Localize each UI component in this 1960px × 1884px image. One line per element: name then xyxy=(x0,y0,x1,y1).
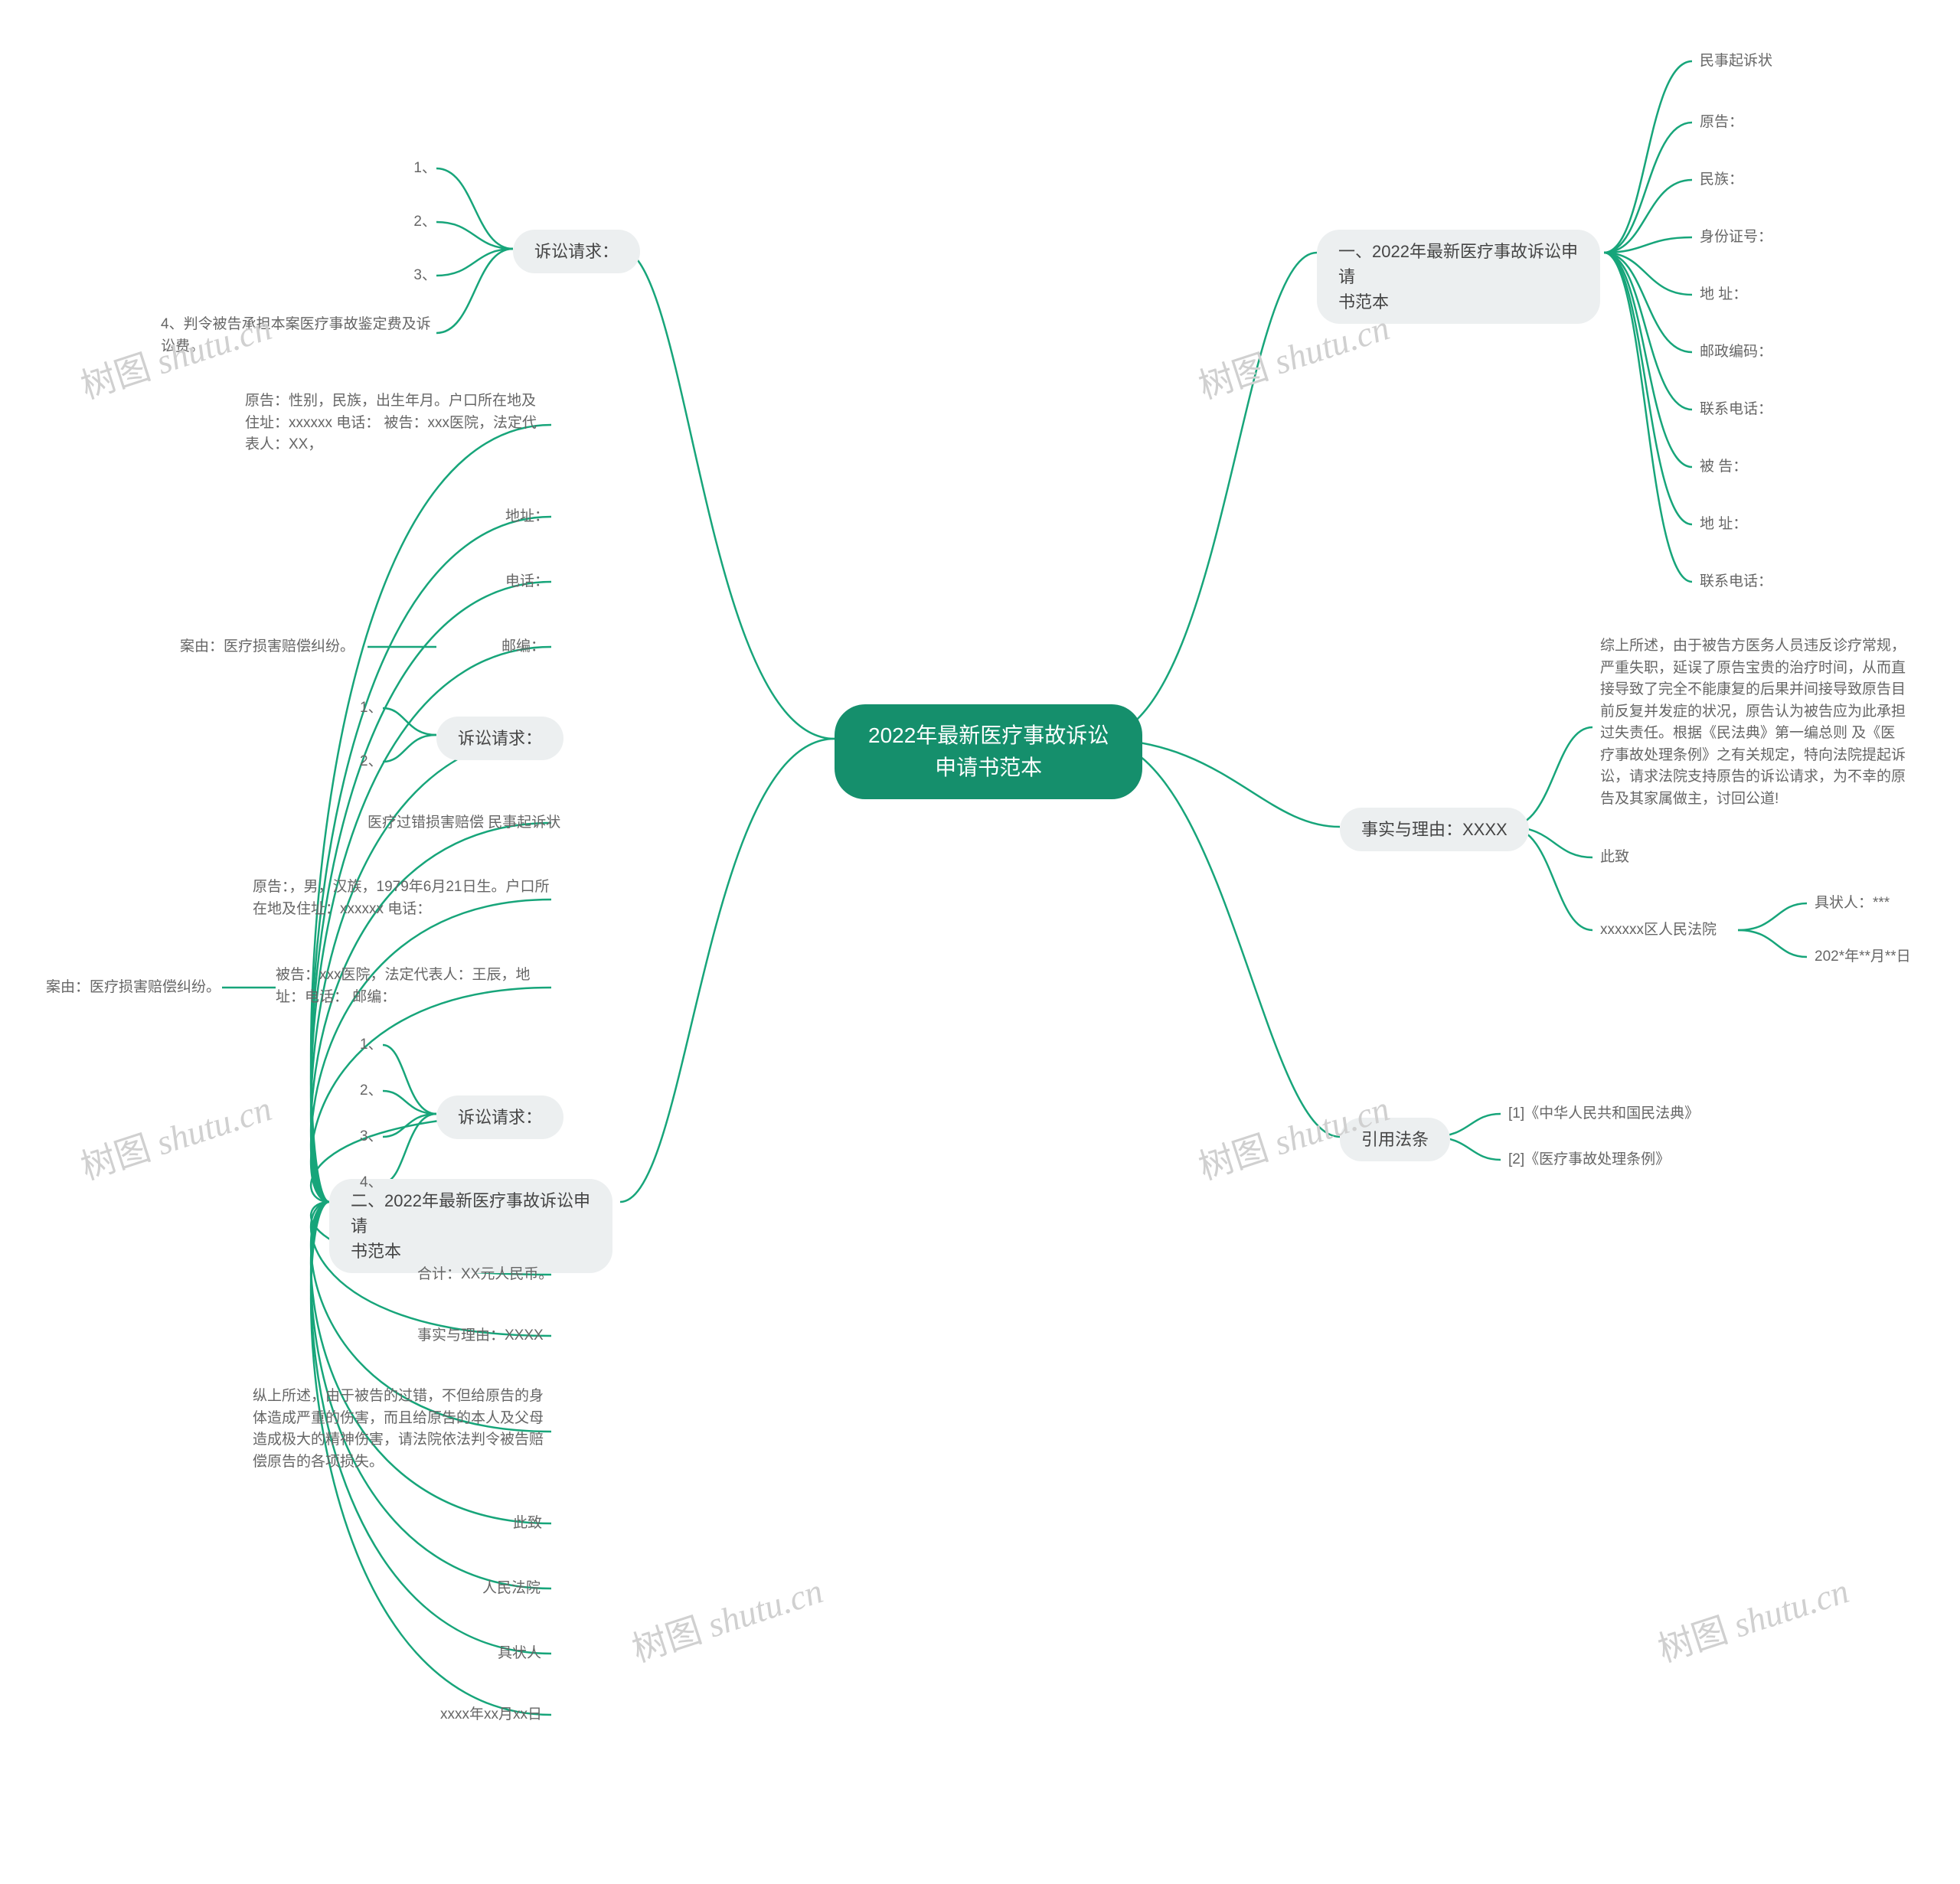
l2-c8-2: 3、 xyxy=(360,1126,383,1148)
l1-label: 诉讼请求： xyxy=(534,242,619,261)
edges-layer xyxy=(0,0,1960,1884)
l2-c5: 医疗过错损害赔偿 民事起诉状 xyxy=(368,812,560,834)
r1-c3: 身份证号： xyxy=(1700,227,1772,249)
l2-c7: 被告：xxx医院，法定代表人：王辰，地址：电话： 邮编： xyxy=(276,965,551,1008)
l2-c4-1: 2、 xyxy=(360,751,383,773)
r2-c1: 此致 xyxy=(1600,847,1629,869)
l1-c0: 1、 xyxy=(413,158,436,180)
l2-c12: 此致 xyxy=(513,1513,542,1535)
l2-c4-label: 诉讼请求： xyxy=(458,729,542,748)
l2-c3-0: 案由：医疗损害赔偿纠纷。 xyxy=(180,636,354,658)
l2-c4[interactable]: 诉讼请求： xyxy=(436,717,564,760)
l2-c0: 原告：性别，民族，出生年月。户口所在地及住址：xxxxxx 电话： 被告：xxx… xyxy=(245,390,544,456)
l2-c13: 人民法院 xyxy=(482,1578,541,1600)
node-r1[interactable]: 一、2022年最新医疗事故诉讼申请 书范本 xyxy=(1317,230,1600,324)
r1-c1: 原告： xyxy=(1700,112,1743,134)
l1-c2: 3、 xyxy=(413,265,436,287)
root-label-1: 2022年最新医疗事故诉讼 xyxy=(868,720,1109,752)
l2-c8-label: 诉讼请求： xyxy=(458,1108,542,1127)
l2-c8[interactable]: 诉讼请求： xyxy=(436,1095,564,1139)
l1-c3: 4、判令被告承担本案医疗事故鉴定费及诉讼费。 xyxy=(161,314,436,358)
l2-c4-0: 1、 xyxy=(360,697,383,720)
r1-c6: 联系电话： xyxy=(1700,399,1772,421)
r1-c5: 邮政编码： xyxy=(1700,341,1772,364)
node-l1[interactable]: 诉讼请求： xyxy=(513,230,640,273)
node-r3[interactable]: 引用法条 xyxy=(1340,1118,1450,1161)
l2-c8-1: 2、 xyxy=(360,1080,383,1102)
l2-c7-0: 案由：医疗损害赔偿纠纷。 xyxy=(46,977,220,999)
l2-c2: 电话： xyxy=(505,571,549,593)
r2-court: xxxxxx区人民法院 xyxy=(1600,919,1717,942)
l2-c11: 纵上所述，由于被告的过错，不但给原告的身体造成严重的伤害，而且给原告的本人及父母… xyxy=(253,1386,551,1473)
r1-c4: 地 址： xyxy=(1700,284,1747,306)
l2-c3: 邮编： xyxy=(501,636,545,658)
r2-label: 事实与理由：XXXX xyxy=(1361,820,1508,839)
l2-c8-0: 1、 xyxy=(360,1034,383,1056)
r1-c7: 被 告： xyxy=(1700,456,1747,478)
r1-c0: 民事起诉状 xyxy=(1700,51,1772,73)
l2-label-1: 二、2022年最新医疗事故诉讼申请 xyxy=(351,1191,590,1236)
r2-court-c0: 具状人：*** xyxy=(1815,893,1890,915)
r1-c9: 联系电话： xyxy=(1700,571,1772,593)
mindmap-canvas: 2022年最新医疗事故诉讼 申请书范本 一、2022年最新医疗事故诉讼申请 书范… xyxy=(0,0,1960,1884)
r1-c8: 地 址： xyxy=(1700,514,1747,536)
r1-label-2: 书范本 xyxy=(1338,292,1389,312)
r1-c2: 民族： xyxy=(1700,169,1743,191)
root-node[interactable]: 2022年最新医疗事故诉讼 申请书范本 xyxy=(835,704,1142,799)
r3-label: 引用法条 xyxy=(1361,1130,1429,1149)
r3-c1: [2]《医疗事故处理条例》 xyxy=(1508,1149,1670,1171)
node-r2[interactable]: 事实与理由：XXXX xyxy=(1340,808,1529,851)
r2-c0: 综上所述，由于被告方医务人员违反诊疗常规，严重失职，延误了原告宝贵的治疗时间，从… xyxy=(1600,635,1906,810)
l2-c10: 事实与理由：XXXX xyxy=(417,1325,544,1347)
l2-c14: 具状人 xyxy=(498,1643,541,1665)
l2-c15: xxxx年xx月xx日 xyxy=(440,1704,542,1726)
r2-court-c1: 202*年**月**日 xyxy=(1815,946,1911,968)
l2-c9: 合计：XX元人民币。 xyxy=(417,1264,553,1286)
root-label-2: 申请书范本 xyxy=(868,752,1109,784)
l2-label-2: 书范本 xyxy=(351,1242,401,1261)
l2-c8-3: 4、 xyxy=(360,1172,383,1194)
l1-c1: 2、 xyxy=(413,211,436,233)
r1-label-1: 一、2022年最新医疗事故诉讼申请 xyxy=(1338,242,1578,286)
l2-c1: 地址： xyxy=(505,506,549,528)
r3-c0: [1]《中华人民共和国民法典》 xyxy=(1508,1103,1699,1125)
l2-c6: 原告：，男，汉族，1979年6月21日生。户口所在地及住址：xxxxxx 电话： xyxy=(253,877,551,920)
